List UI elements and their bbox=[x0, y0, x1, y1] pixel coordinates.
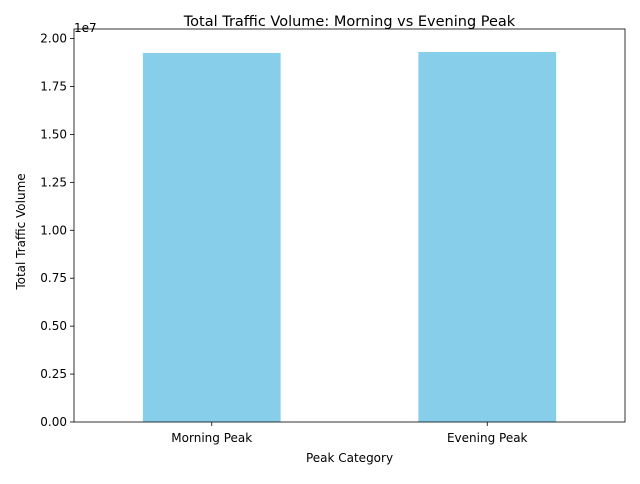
plot-area: 0.00 0.25 0.50 0.75 1.00 1.25 1.50 1.75 2.00 Morn… bbox=[40, 28, 626, 445]
y-offset-label: 1e7 bbox=[74, 21, 97, 35]
bar bbox=[418, 52, 557, 422]
axes-frame bbox=[73, 28, 626, 423]
y-tick-label: 1.00 bbox=[40, 223, 67, 237]
x-tick-label: Evening Peak bbox=[447, 431, 528, 445]
y-tick-label: 2.00 bbox=[40, 32, 67, 46]
y-axis-label: Total Traffic Volume bbox=[14, 173, 28, 290]
x-tick-label: Morning Peak bbox=[171, 431, 252, 445]
x-axis-label: Peak Category bbox=[306, 451, 393, 465]
y-tick-label: 1.25 bbox=[40, 175, 67, 189]
chart-title: Total Traffic Volume: Morning vs Evening… bbox=[183, 14, 516, 30]
y-tick-label: 0.25 bbox=[40, 367, 67, 381]
y-tick-label: 0.75 bbox=[40, 271, 67, 285]
y-tick-label: 0.00 bbox=[40, 415, 67, 429]
y-tick-label: 1.75 bbox=[40, 80, 67, 94]
y-tick-label: 0.50 bbox=[40, 319, 67, 333]
y-tick-label: 1.50 bbox=[40, 127, 67, 141]
bar bbox=[142, 52, 281, 423]
